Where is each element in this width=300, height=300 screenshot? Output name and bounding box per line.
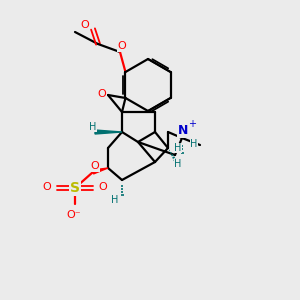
- Text: H: H: [89, 122, 97, 132]
- Text: O: O: [43, 182, 51, 192]
- Text: +: +: [188, 119, 196, 129]
- Text: H: H: [174, 159, 182, 169]
- Text: O: O: [118, 41, 126, 51]
- Polygon shape: [92, 168, 108, 174]
- Text: N: N: [178, 124, 188, 137]
- Text: S: S: [70, 181, 80, 195]
- Polygon shape: [95, 130, 122, 134]
- Text: O: O: [81, 20, 89, 30]
- Text: H: H: [190, 139, 198, 149]
- Text: O⁻: O⁻: [67, 210, 81, 220]
- Text: H: H: [174, 143, 182, 153]
- Text: H: H: [111, 195, 119, 205]
- Text: O: O: [99, 182, 107, 192]
- Text: O: O: [91, 161, 99, 171]
- Text: O: O: [98, 89, 106, 99]
